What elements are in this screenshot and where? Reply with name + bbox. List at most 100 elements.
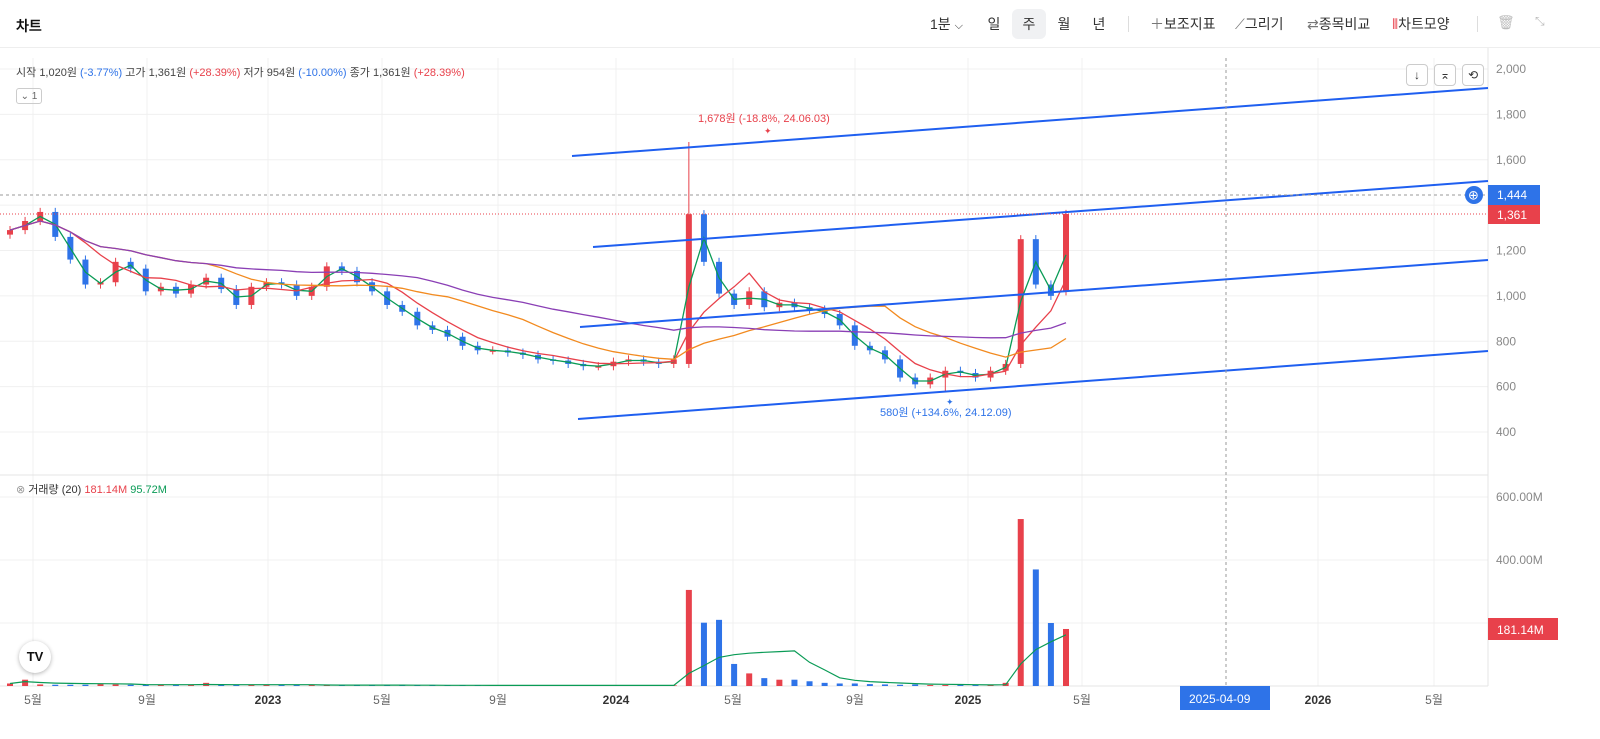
volume-bar xyxy=(1032,569,1039,686)
trend-line[interactable] xyxy=(592,180,1489,248)
trend-line[interactable] xyxy=(579,259,1489,328)
volume-axis: 400.00M 600.00M xyxy=(1496,490,1543,567)
indicators-button[interactable]: ＋보조지표 xyxy=(1150,14,1216,34)
trend-line[interactable] xyxy=(577,350,1489,420)
chevron-down-icon: ⌵ xyxy=(954,20,963,32)
ma120-line xyxy=(9,220,1067,339)
volume-legend: ⊗ 거래량 (20) 181.14M 95.72M xyxy=(16,481,167,497)
chart-style-label: 차트모양 xyxy=(1398,16,1450,32)
refresh-icon: ⟲ xyxy=(1467,68,1479,82)
candle-body xyxy=(7,230,13,235)
crosshair-time-label: 2025-04-09 xyxy=(1189,692,1251,706)
close-value: 1,361원 xyxy=(372,67,411,79)
price-tick-label: 400 xyxy=(1496,425,1516,439)
volume-bar xyxy=(1047,623,1054,686)
trend-channel[interactable] xyxy=(571,87,1489,420)
volume-bar xyxy=(67,684,74,686)
high-annotation: 1,678원 (-18.8%, 24.06.03) xyxy=(698,112,830,125)
compare-button[interactable]: ⇄종목비교 xyxy=(1307,14,1370,34)
collapse-icon: ⌅ xyxy=(1439,68,1451,82)
time-tick-label: 9월 xyxy=(846,693,864,707)
pencil-icon: ⟋ xyxy=(1235,16,1245,32)
reset-button[interactable]: ⟲ xyxy=(1462,64,1484,86)
volume-tick-label: 400.00M xyxy=(1496,553,1543,567)
last-price-label: 1,361 xyxy=(1497,208,1527,222)
grid xyxy=(0,58,1488,686)
chart-style-button[interactable]: ⦀차트모양 xyxy=(1392,14,1450,34)
volume-bar xyxy=(866,684,873,686)
time-tick-label: 5월 xyxy=(1425,693,1443,707)
time-tick-label: 9월 xyxy=(138,693,156,707)
collapse-pane-button[interactable]: ⌅ xyxy=(1434,64,1456,86)
scroll-down-button[interactable]: ↓ xyxy=(1406,64,1428,86)
volume-bar xyxy=(716,619,723,686)
candle-body xyxy=(489,350,496,352)
compare-icon: ⇄ xyxy=(1307,16,1319,32)
low-label: 저가 xyxy=(243,67,264,79)
open-label: 시작 xyxy=(16,67,37,79)
volume-bar xyxy=(776,679,783,686)
tradingview-logo[interactable]: TV xyxy=(19,641,51,673)
volume-bar xyxy=(263,685,270,686)
time-tick-label: 5월 xyxy=(24,693,42,707)
volume-bar xyxy=(851,683,858,686)
time-tick-label: 9월 xyxy=(489,693,507,707)
volume-bar xyxy=(52,684,59,686)
high-label: 고가 xyxy=(125,67,146,79)
volume-ma-value: 95.72M xyxy=(130,484,167,496)
volume-bar xyxy=(37,684,44,686)
crosshair-time-badge xyxy=(1180,686,1270,710)
interval-dropdown[interactable]: 1분 ⌵ xyxy=(930,14,963,34)
volume-bar xyxy=(685,589,692,686)
volume-bar xyxy=(172,685,179,686)
volume-bar xyxy=(927,685,934,686)
volume-bar xyxy=(7,683,13,686)
price-tick-label: 1,800 xyxy=(1496,107,1526,121)
volume-bar xyxy=(82,684,89,686)
tab-week[interactable]: 주 xyxy=(1012,9,1046,39)
chevron-down-icon: ⌄ xyxy=(20,91,30,102)
close-icon[interactable]: ⊗ xyxy=(16,484,26,496)
candle-icon: ⦀ xyxy=(1392,16,1399,32)
time-tick-label: 5월 xyxy=(373,693,391,707)
volume-bar xyxy=(1063,628,1069,686)
collapse-button[interactable]: ⌄ 1 xyxy=(16,88,42,104)
open-value: 1,020원 xyxy=(39,67,77,79)
shrink-icon[interactable]: ⤡ xyxy=(1535,14,1545,28)
tab-year[interactable]: 년 xyxy=(1092,16,1106,32)
candle-body xyxy=(595,366,602,368)
add-alert-icon-glyph: ⊕ xyxy=(1468,188,1479,203)
add-alert-icon[interactable] xyxy=(1465,186,1483,204)
volume-bar xyxy=(97,684,104,686)
volume-name: 거래량 (20) xyxy=(28,484,82,496)
last-volume-badge xyxy=(1488,618,1558,640)
time-tick-label: 2026 xyxy=(1305,693,1332,707)
volume-bars xyxy=(7,519,1069,686)
drawing-button[interactable]: ⟋그리기 xyxy=(1235,14,1283,34)
volume-ma-line xyxy=(9,634,1067,686)
volume-bar xyxy=(22,679,29,686)
tab-month[interactable]: 월 xyxy=(1057,16,1071,32)
volume-bar xyxy=(957,685,964,686)
trash-icon[interactable]: 🗑 xyxy=(1497,14,1515,30)
drawing-label: 그리기 xyxy=(1244,16,1284,32)
trend-line[interactable] xyxy=(571,87,1489,157)
volume-bar xyxy=(233,685,240,686)
low-value: 954원 xyxy=(266,67,296,79)
last-price-badge xyxy=(1488,205,1540,224)
time-tick-label: 5월 xyxy=(724,693,742,707)
divider xyxy=(1477,16,1478,32)
volume-bar xyxy=(942,685,949,686)
volume-bar xyxy=(248,685,255,686)
high-value: 1,361원 xyxy=(148,67,187,79)
open-change: (-3.77%) xyxy=(80,67,123,79)
toolbar: 차트 1분 ⌵ 일 주 월 년 ＋보조지표 ⟋그리기 ⇄종목비교 ⦀차트모양 🗑… xyxy=(0,0,1600,48)
tab-day[interactable]: 일 xyxy=(987,16,1001,32)
volume-bar xyxy=(836,683,843,686)
price-tick-label: 1,600 xyxy=(1496,153,1526,167)
volume-bar xyxy=(157,685,164,686)
compare-label: 종목비교 xyxy=(1318,16,1371,32)
arrow-down-icon: ↓ xyxy=(1414,68,1420,82)
